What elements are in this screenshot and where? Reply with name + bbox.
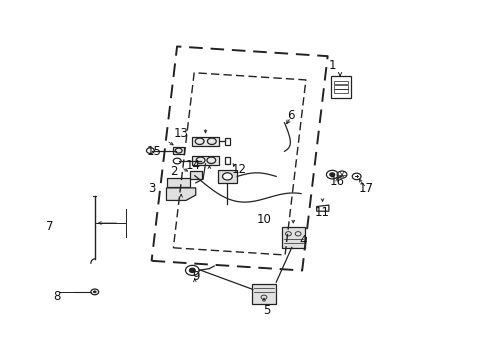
- Text: 10: 10: [256, 213, 271, 226]
- Text: 9: 9: [192, 270, 199, 283]
- Polygon shape: [281, 226, 305, 248]
- Text: 12: 12: [232, 163, 246, 176]
- Polygon shape: [173, 147, 183, 154]
- Text: 3: 3: [148, 183, 155, 195]
- Polygon shape: [189, 171, 202, 179]
- Text: 16: 16: [329, 175, 344, 188]
- Text: 8: 8: [53, 290, 61, 303]
- Text: 5: 5: [262, 305, 269, 318]
- Text: 13: 13: [173, 127, 188, 140]
- Polygon shape: [192, 156, 219, 165]
- Circle shape: [222, 173, 232, 180]
- Text: 15: 15: [146, 145, 162, 158]
- Circle shape: [93, 291, 96, 293]
- Text: 14: 14: [185, 159, 201, 172]
- Text: 1: 1: [328, 59, 335, 72]
- Polygon shape: [252, 284, 275, 303]
- Polygon shape: [192, 137, 219, 146]
- Polygon shape: [166, 188, 195, 201]
- Polygon shape: [217, 170, 237, 183]
- Text: 11: 11: [314, 206, 329, 219]
- Polygon shape: [166, 178, 190, 187]
- Text: 6: 6: [286, 109, 294, 122]
- Text: 4: 4: [299, 234, 306, 247]
- Circle shape: [189, 268, 195, 273]
- Text: 7: 7: [45, 220, 53, 233]
- Text: 17: 17: [358, 183, 373, 195]
- Text: 2: 2: [170, 165, 177, 177]
- Circle shape: [329, 173, 334, 176]
